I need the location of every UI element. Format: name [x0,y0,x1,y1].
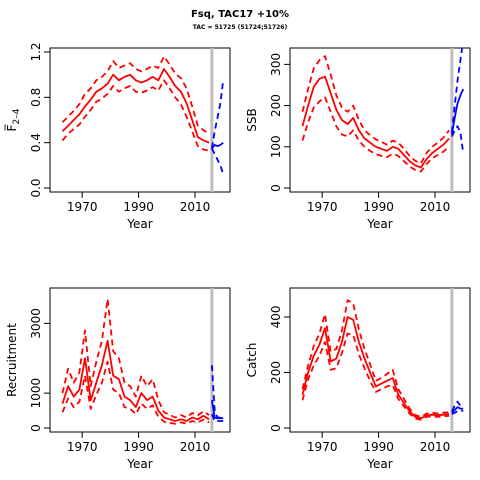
projection-upper-bound-line [451,48,463,133]
projection-lower-bound-line [211,413,224,422]
x-tick-label: 1990 [363,440,394,454]
data-layer [301,299,464,421]
projection-lower-bound-line [451,409,464,415]
projection-upper-bound-line [211,80,225,149]
y-tick-label: 0.4 [29,133,43,152]
chart-title: Fsq, TAC17 +10% [190,9,290,20]
panel-top-left: 1970 1990 2010 0.0 0.4 0.8 1.2 Year F̅2–4 [4,42,231,231]
chart-subtitle: TAC = 51725 (51724;51726) [192,24,288,31]
x-tick-label: 1990 [363,200,394,214]
panel-bottom-left: 1970 1990 2010 0 1000 3000 Year Recruitment [5,287,231,471]
x-tick-label: 1970 [67,440,98,454]
panel-bottom-right: 1970 1990 2010 0 200 400 Year Catch [245,287,471,471]
historic-median-line [301,316,450,420]
projection-upper-bound-line [451,400,464,412]
y-tick-label: 1000 [29,378,43,409]
y-tick-label: 0 [29,424,43,432]
historic-upper-bound-line [301,55,450,165]
x-axis-label: Year [126,217,152,231]
y-axis-label: Catch [245,343,259,378]
y-axis-label: F̅2–4 [4,108,22,131]
y-tick-label: 0.0 [29,178,43,197]
plot-frame [289,287,471,433]
projection-median-line [451,88,465,135]
x-tick-label: 1970 [307,200,338,214]
x-tick-label: 1970 [307,440,338,454]
historic-lower-bound-line [301,96,450,173]
historic-median-line [301,75,450,169]
x-axis-label: Year [366,457,392,471]
projection-median-line [451,406,464,414]
y-tick-label: 200 [269,94,283,117]
projection-lower-bound-line [451,125,465,154]
plot-frame [49,287,231,433]
historic-median-line [61,339,210,422]
y-tick-label: 300 [269,53,283,76]
y-axis-label: SSB [245,108,259,131]
x-tick-label: 2010 [420,200,451,214]
data-layer [61,55,225,175]
x-tick-label: 1990 [123,200,154,214]
y-tick-label: 400 [269,306,283,329]
y-tick-label: 1.2 [29,42,43,61]
x-axis-label: Year [126,457,152,471]
plot-frame [289,47,471,193]
y-tick-label: 0.8 [29,88,43,107]
x-tick-label: 2010 [420,440,451,454]
y-axis-label: Recruitment [5,323,19,397]
panel-top-right: 1970 1990 2010 0 100 200 300 Year SSB [245,47,471,231]
historic-lower-bound-line [301,332,450,421]
historic-median-line [61,68,210,144]
data-layer [61,298,224,425]
y-tick-label: 0 [269,424,283,432]
historic-upper-bound-line [61,298,210,419]
x-tick-label: 2010 [180,440,211,454]
y-tick-label: 3000 [29,308,43,339]
y-tick-label: 200 [269,361,283,384]
plot-frame [49,47,231,193]
y-tick-label: 0 [269,184,283,192]
x-tick-label: 2010 [180,200,211,214]
x-tick-label: 1970 [67,200,98,214]
x-axis-label: Year [366,217,392,231]
x-tick-label: 1990 [123,440,154,454]
y-tick-label: 100 [269,135,283,158]
projection-lower-bound-line [211,147,225,175]
historic-lower-bound-line [61,360,210,425]
historic-lower-bound-line [61,79,210,152]
historic-upper-bound-line [61,55,210,135]
projection-median-line [211,141,224,149]
projection-median-line [211,399,224,420]
historic-upper-bound-line [301,299,450,418]
data-layer [301,48,465,173]
